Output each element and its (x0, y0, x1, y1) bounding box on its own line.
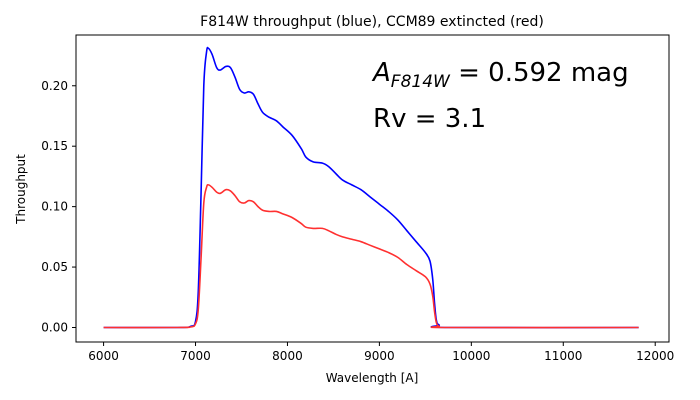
series-layer (103, 46, 639, 329)
a-value: = 0.592 mag (450, 58, 629, 88)
chart-title: F814W throughput (blue), CCM89 extincted… (200, 14, 544, 30)
y-axis-ticks: 0.00 0.05 0.10 0.15 0.20 (41, 79, 76, 334)
y-axis-label: Throughput (14, 154, 28, 225)
x-tick-label: 6000 (88, 349, 119, 363)
x-tick-label: 10000 (452, 349, 490, 363)
y-tick-label: 0.20 (41, 79, 68, 93)
rv-annotation: Rv = 3.1 (373, 104, 486, 134)
y-tick-label: 0.00 (41, 320, 68, 334)
x-tick-label: 11000 (544, 349, 582, 363)
x-tick-label: 9000 (364, 349, 395, 363)
extinction-annotation: AF814W = 0.592 mag (371, 58, 629, 92)
a-subscript: F814W (391, 72, 451, 92)
x-axis-label: Wavelength [A] (326, 371, 419, 385)
plot-frame (75, 34, 670, 343)
series-line-2 (103, 184, 639, 329)
y-tick-label: 0.05 (41, 260, 68, 274)
y-tick-label: 0.15 (41, 139, 68, 153)
y-tick-label: 0.10 (41, 200, 68, 214)
x-tick-label: 8000 (272, 349, 303, 363)
x-axis-ticks: 6000 7000 8000 9000 10000 11000 12000 (88, 342, 674, 363)
series-line-1 (103, 46, 639, 329)
x-tick-label: 12000 (636, 349, 674, 363)
x-tick-label: 7000 (180, 349, 211, 363)
a-symbol: A (371, 58, 391, 88)
